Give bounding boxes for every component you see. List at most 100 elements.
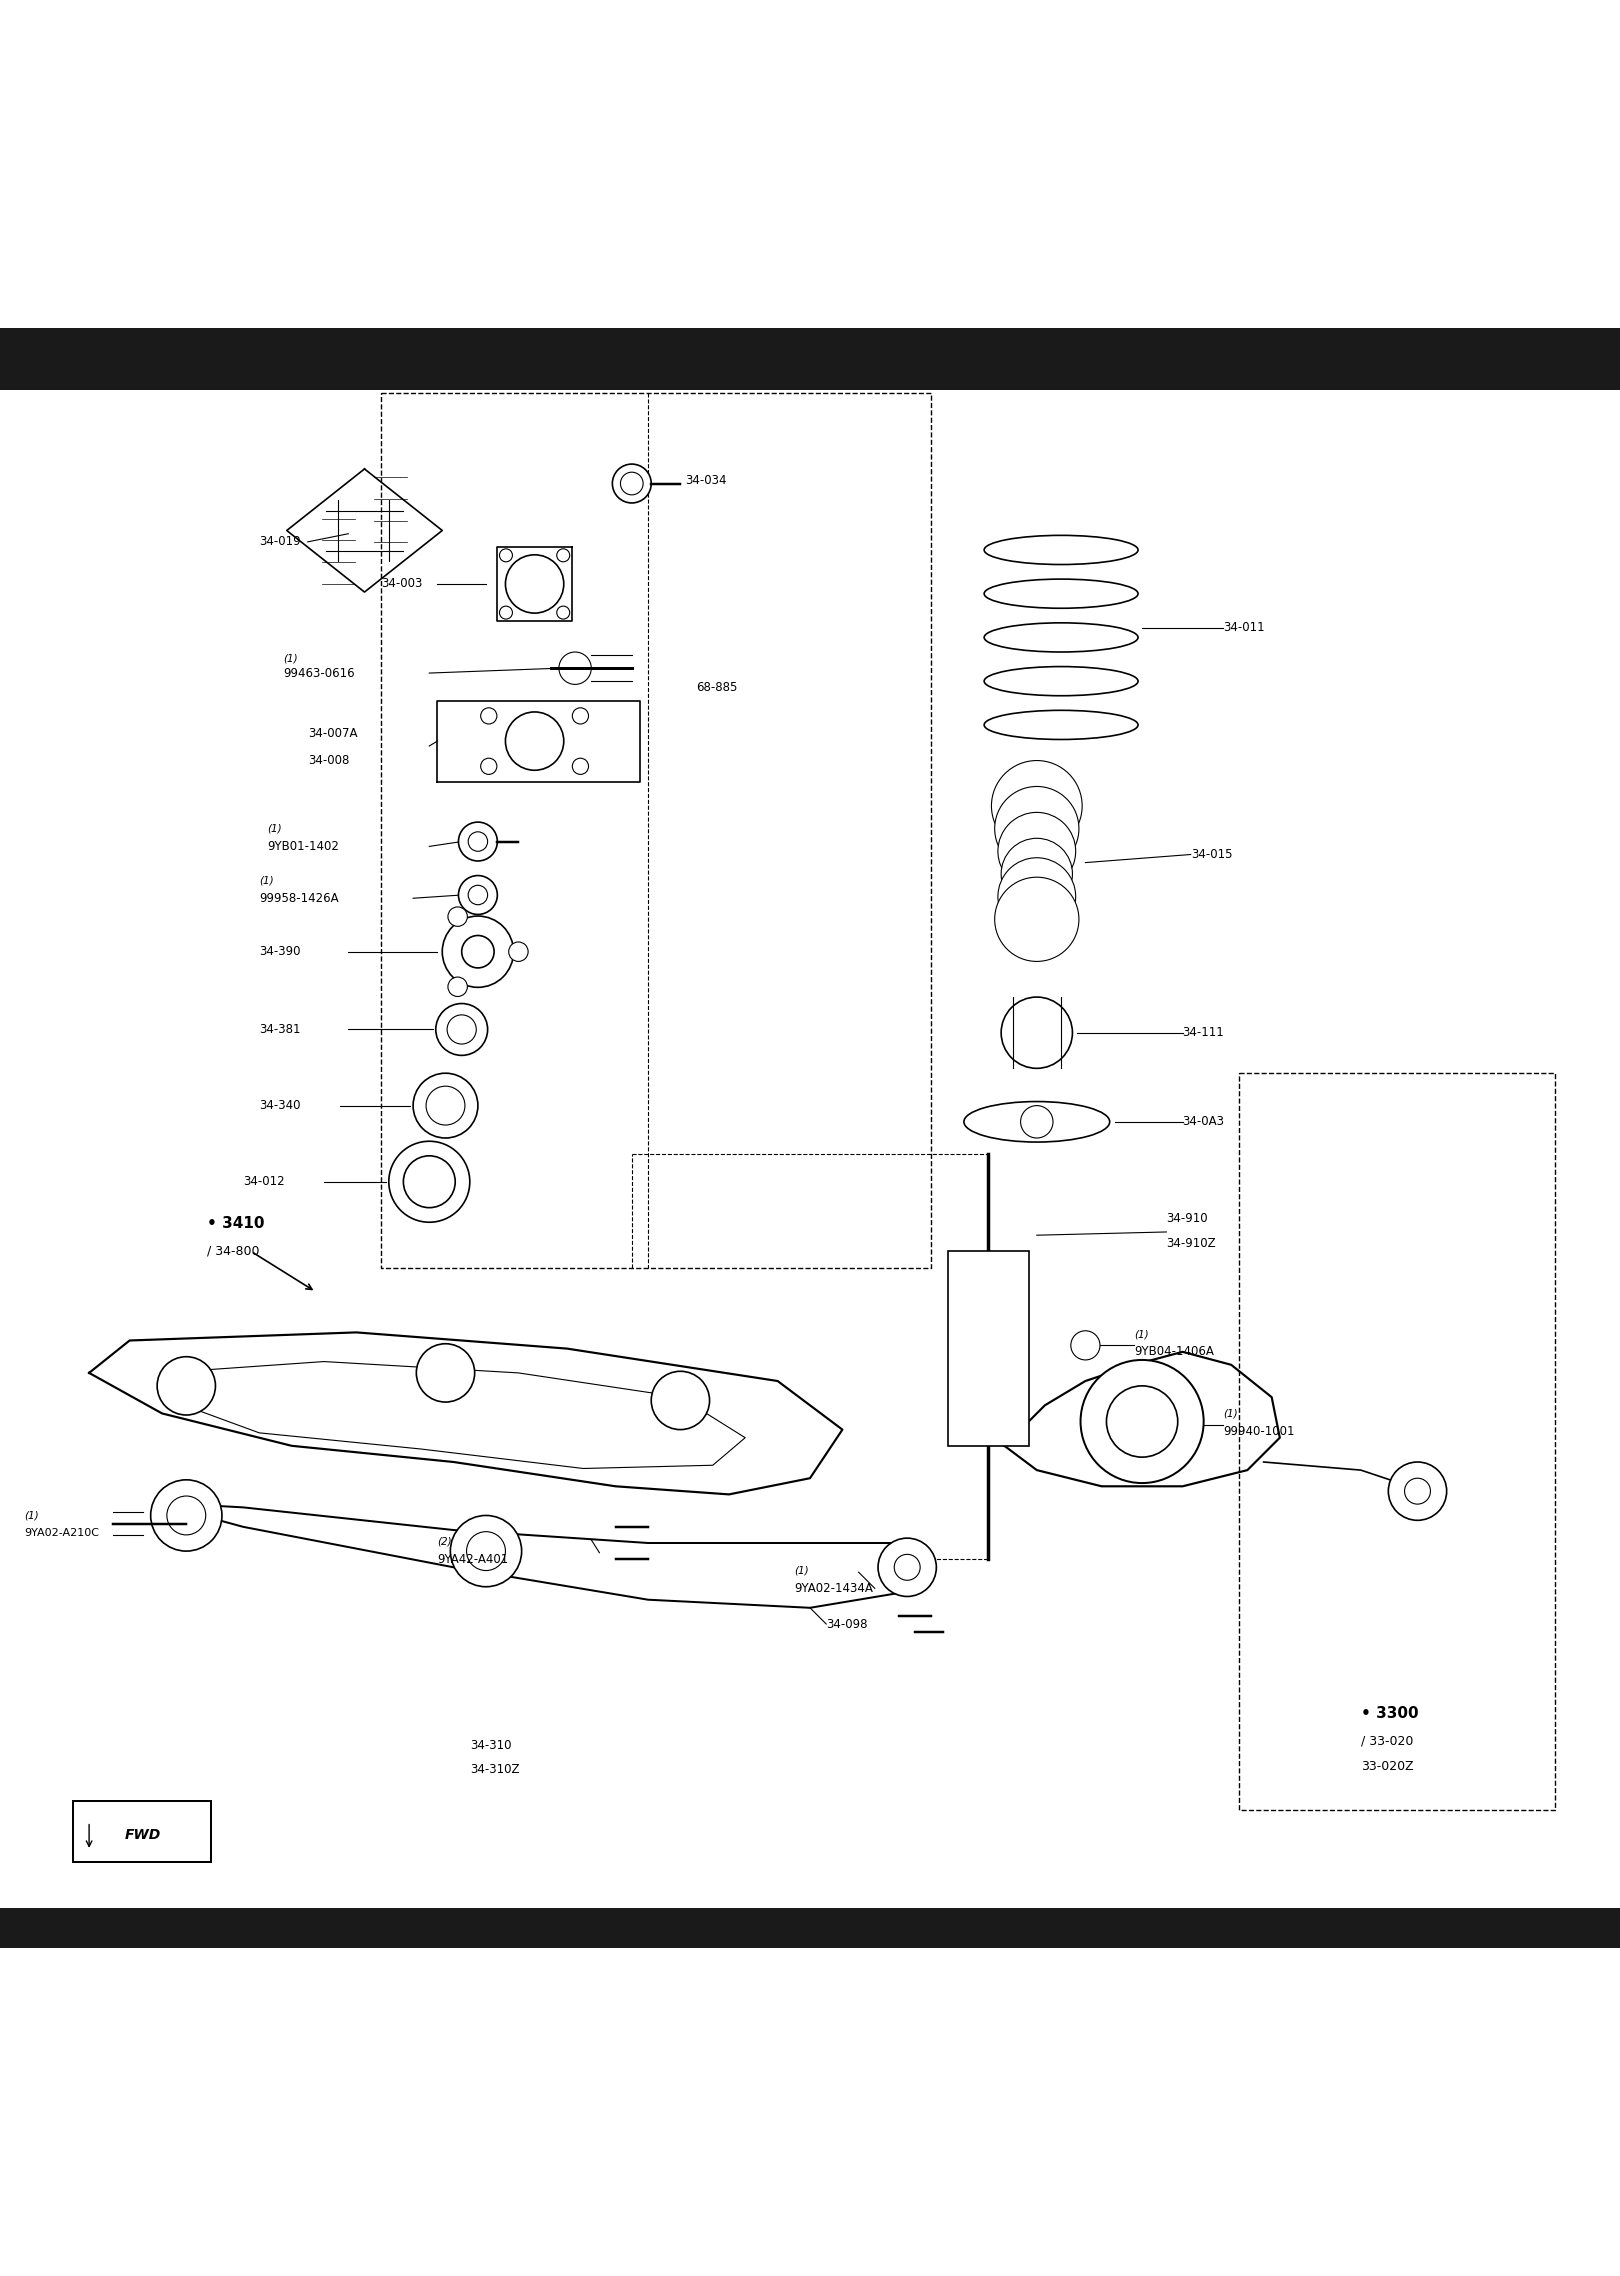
Text: 34-007A: 34-007A [308, 726, 358, 740]
Text: 34-008: 34-008 [308, 753, 350, 767]
Ellipse shape [985, 624, 1139, 651]
Circle shape [436, 1004, 488, 1056]
Text: (1): (1) [1134, 1329, 1149, 1338]
Circle shape [447, 1015, 476, 1045]
Circle shape [167, 1495, 206, 1534]
Text: 9YB04-1406A: 9YB04-1406A [1134, 1345, 1213, 1359]
Text: 9YA02-1434A: 9YA02-1434A [794, 1582, 873, 1595]
Circle shape [894, 1555, 920, 1580]
Circle shape [458, 876, 497, 915]
Circle shape [462, 935, 494, 967]
Circle shape [572, 758, 588, 774]
Circle shape [1106, 1386, 1178, 1457]
Circle shape [481, 758, 497, 774]
Circle shape [458, 822, 497, 860]
Circle shape [572, 708, 588, 724]
Circle shape [499, 605, 512, 619]
Circle shape [403, 1156, 455, 1209]
Text: 34-019: 34-019 [259, 535, 301, 549]
Circle shape [998, 858, 1076, 935]
Circle shape [1405, 1477, 1430, 1504]
Circle shape [612, 464, 651, 503]
Ellipse shape [985, 667, 1139, 696]
Text: 34-390: 34-390 [259, 945, 301, 958]
Circle shape [389, 1140, 470, 1222]
Text: (1): (1) [794, 1566, 808, 1575]
Circle shape [468, 831, 488, 851]
Circle shape [442, 915, 514, 988]
Circle shape [651, 1370, 710, 1429]
Circle shape [991, 760, 1082, 851]
Circle shape [413, 1074, 478, 1138]
Circle shape [450, 1516, 522, 1586]
Text: 34-381: 34-381 [259, 1022, 301, 1036]
Circle shape [1388, 1461, 1447, 1520]
Text: • 3300: • 3300 [1361, 1705, 1419, 1721]
Text: 34-012: 34-012 [243, 1174, 285, 1188]
Text: (1): (1) [284, 653, 298, 665]
Text: 34-111: 34-111 [1183, 1026, 1225, 1040]
Text: / 33-020: / 33-020 [1361, 1734, 1413, 1748]
Circle shape [1001, 997, 1072, 1067]
Bar [948, 1252, 1029, 1445]
Circle shape [998, 813, 1076, 890]
Circle shape [557, 549, 570, 562]
Text: 9YB01-1402: 9YB01-1402 [267, 840, 339, 854]
Bar [0, 328, 1620, 389]
Text: 99958-1426A: 99958-1426A [259, 892, 339, 906]
Ellipse shape [985, 710, 1139, 740]
Circle shape [509, 942, 528, 960]
Circle shape [1001, 838, 1072, 910]
Circle shape [447, 976, 467, 997]
Text: 9YA42-A401: 9YA42-A401 [437, 1552, 509, 1566]
Text: 34-340: 34-340 [259, 1099, 301, 1113]
Circle shape [505, 712, 564, 769]
Text: (1): (1) [259, 876, 274, 885]
Ellipse shape [985, 578, 1139, 608]
Circle shape [1081, 1361, 1204, 1484]
Circle shape [468, 885, 488, 906]
Circle shape [467, 1532, 505, 1570]
Bar [73, 1800, 211, 1862]
Text: 99940-1001: 99940-1001 [1223, 1425, 1294, 1438]
Circle shape [151, 1479, 222, 1552]
Text: 34-910: 34-910 [1166, 1213, 1209, 1224]
Text: 99463-0616: 99463-0616 [284, 667, 355, 681]
Text: (1): (1) [1223, 1409, 1238, 1418]
Text: 34-011: 34-011 [1223, 621, 1265, 635]
Circle shape [157, 1356, 215, 1416]
Circle shape [1021, 1106, 1053, 1138]
Circle shape [447, 906, 467, 926]
Circle shape [878, 1539, 936, 1595]
Text: 34-098: 34-098 [826, 1618, 868, 1630]
Circle shape [557, 605, 570, 619]
Text: • 3410: • 3410 [207, 1215, 264, 1231]
Ellipse shape [985, 535, 1139, 564]
Ellipse shape [964, 1102, 1110, 1143]
Text: FWD: FWD [125, 1828, 160, 1841]
Circle shape [1071, 1331, 1100, 1361]
Text: 34-310: 34-310 [470, 1739, 512, 1753]
Circle shape [426, 1086, 465, 1124]
Text: 34-310Z: 34-310Z [470, 1764, 520, 1775]
Circle shape [416, 1343, 475, 1402]
Text: 34-003: 34-003 [381, 578, 423, 589]
Text: 34-0A3: 34-0A3 [1183, 1115, 1225, 1129]
Circle shape [481, 708, 497, 724]
Circle shape [620, 471, 643, 494]
Circle shape [505, 555, 564, 612]
Text: 34-034: 34-034 [685, 473, 727, 487]
Text: / 34-800: / 34-800 [207, 1245, 259, 1259]
Text: (1): (1) [267, 824, 282, 833]
Text: 9YA02-A210C: 9YA02-A210C [24, 1527, 99, 1539]
Circle shape [499, 549, 512, 562]
Circle shape [559, 651, 591, 685]
Text: 33-020Z: 33-020Z [1361, 1759, 1413, 1773]
Text: (1): (1) [24, 1511, 39, 1520]
Text: 68-885: 68-885 [697, 681, 739, 694]
Text: 34-015: 34-015 [1191, 849, 1233, 860]
Text: (2): (2) [437, 1536, 452, 1545]
Bar [0, 1907, 1620, 1948]
Text: 34-910Z: 34-910Z [1166, 1236, 1217, 1250]
Circle shape [995, 876, 1079, 960]
